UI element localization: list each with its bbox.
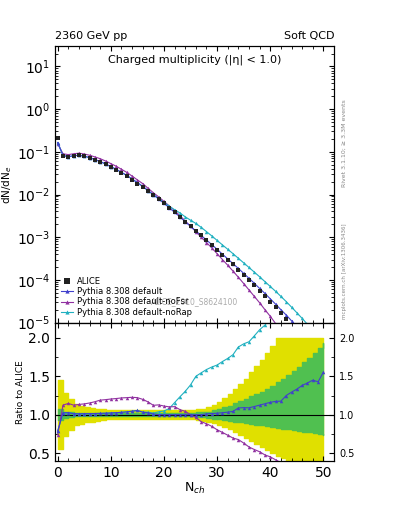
Legend: ALICE, Pythia 8.308 default, Pythia 8.308 default-noFsr, Pythia 8.308 default-no: ALICE, Pythia 8.308 default, Pythia 8.30… bbox=[59, 275, 193, 318]
Y-axis label: Ratio to ALICE: Ratio to ALICE bbox=[17, 360, 26, 423]
Text: Charged multiplicity (|η| < 1.0): Charged multiplicity (|η| < 1.0) bbox=[108, 54, 281, 65]
Text: mcplots.cern.ch [arXiv:1306.3436]: mcplots.cern.ch [arXiv:1306.3436] bbox=[342, 224, 347, 319]
Text: Soft QCD: Soft QCD bbox=[284, 31, 334, 40]
Text: Rivet 3.1.10; ≥ 3.3M events: Rivet 3.1.10; ≥ 3.3M events bbox=[342, 99, 347, 187]
Text: 2360 GeV pp: 2360 GeV pp bbox=[55, 31, 127, 40]
Y-axis label: dN/dN$_e$: dN/dN$_e$ bbox=[0, 165, 14, 204]
Text: ALICE_2010_S8624100: ALICE_2010_S8624100 bbox=[151, 297, 238, 306]
X-axis label: N$_{ch}$: N$_{ch}$ bbox=[184, 481, 205, 496]
